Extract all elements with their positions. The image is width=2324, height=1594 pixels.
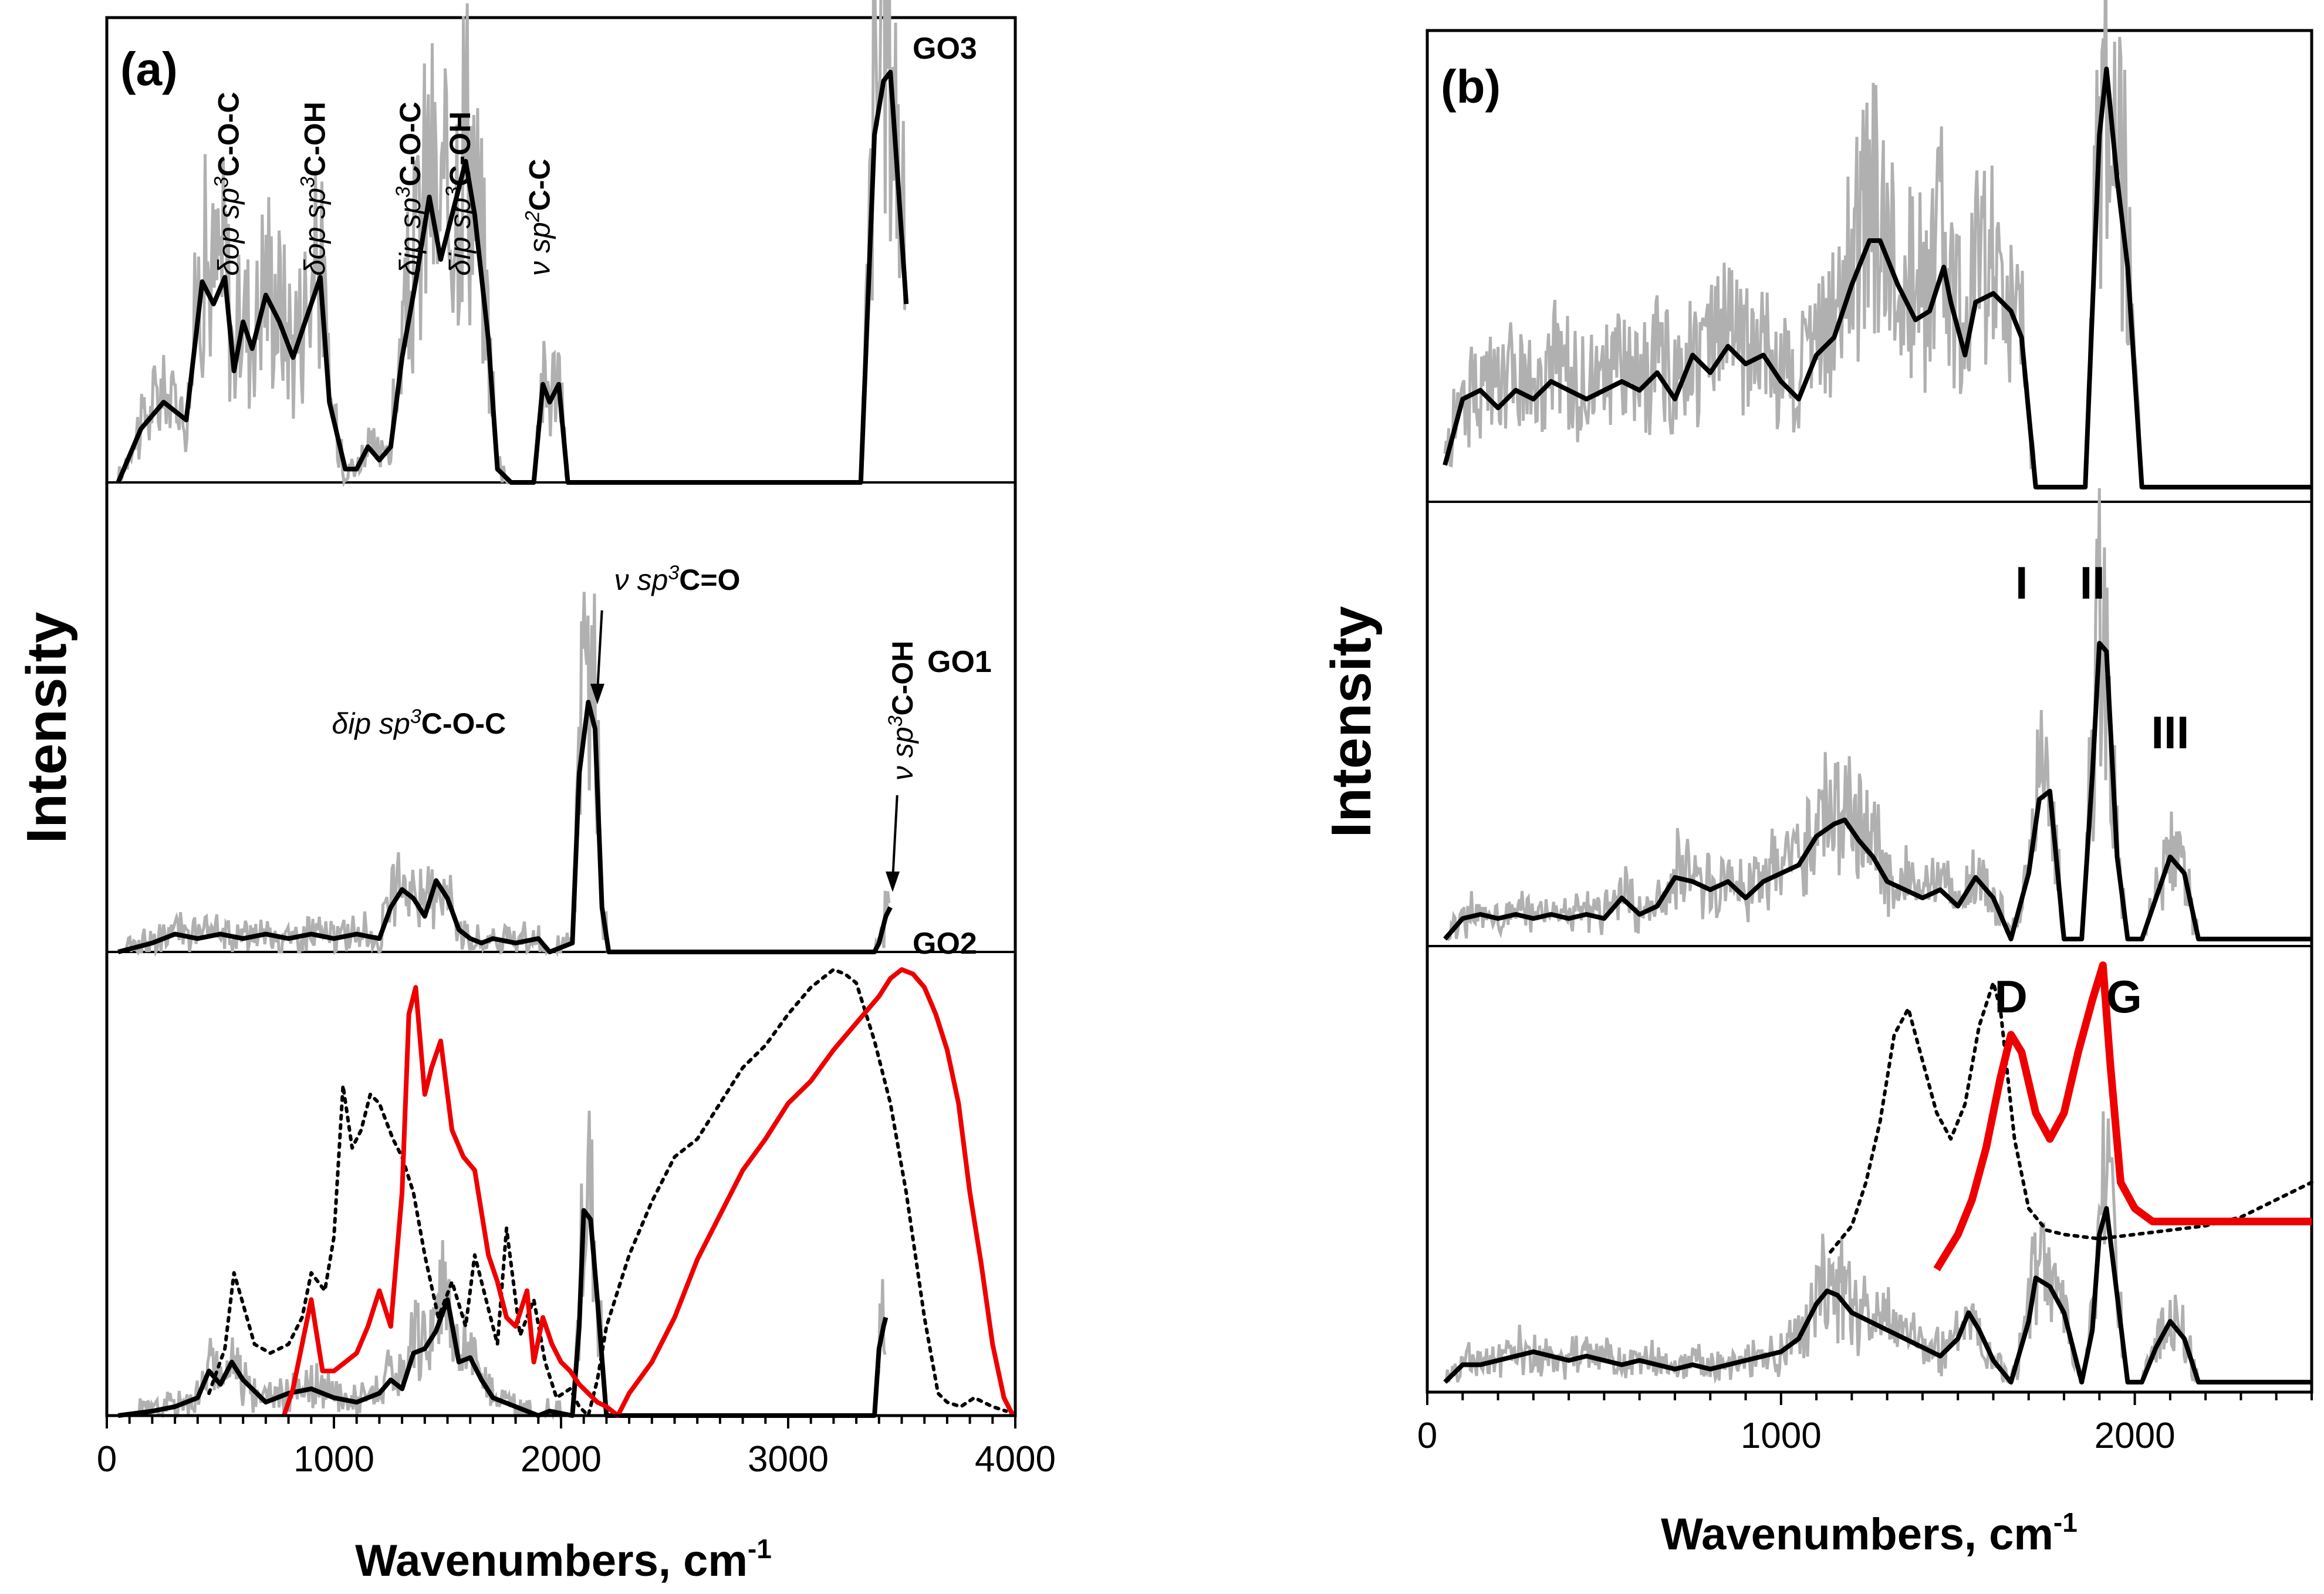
raw-trace-a-2 bbox=[117, 1110, 887, 1421]
x-tick-label-b-2000: 2000 bbox=[2095, 1416, 2176, 1456]
x-tick-label-a-2000: 2000 bbox=[521, 1439, 602, 1480]
raw-trace-b-0 bbox=[1443, 0, 2311, 489]
panel-a-go1-annotations: δip sp3C-O-C ν sp3C=O ν sp3C-OH bbox=[332, 562, 919, 892]
raw-trace-b-1 bbox=[1444, 488, 2311, 941]
series-line-a-3 bbox=[207, 968, 1008, 1417]
go1-annotation-0: δip sp3C-O-C bbox=[332, 705, 506, 740]
series-line-a-4 bbox=[282, 967, 1015, 1418]
series-line-b-1 bbox=[1443, 641, 2312, 941]
peak-label-d: D bbox=[1994, 971, 2027, 1022]
go1-arrow-2-head bbox=[886, 872, 900, 892]
series-line-a-2 bbox=[117, 1208, 889, 1418]
go1-arrow-2 bbox=[891, 795, 898, 881]
panel-a-x-axis-title: Wavenumbers, cm-1 bbox=[355, 1534, 772, 1586]
panel-a-band-annotations: δop sp3C-O-C δop sp3C-OH δip sp3C-O-C δip s… bbox=[210, 92, 556, 276]
go1-annotation-2: ν sp3C-OH bbox=[884, 641, 919, 781]
panel-b-x-axis: 0 1000 2000 bbox=[1417, 1390, 2313, 1456]
series-line-b-4 bbox=[1933, 961, 2312, 1271]
go1-arrow-1 bbox=[596, 610, 603, 693]
series-line-a-1 bbox=[117, 700, 893, 954]
peak-label-ii: II bbox=[2080, 557, 2105, 609]
raw-trace-a-1 bbox=[117, 592, 891, 958]
x-tick-label-b-1000: 1000 bbox=[1741, 1416, 1822, 1456]
panel-b-y-axis-title: Intensity bbox=[1320, 606, 1383, 838]
x-tick-label-a-0: 0 bbox=[97, 1439, 117, 1480]
panel-b-label: (b) bbox=[1441, 60, 1501, 113]
panel-a-x-axis: 0 1000 2000 3000 4000 bbox=[97, 1414, 1056, 1480]
series-line-b-3 bbox=[1829, 981, 2313, 1254]
panel-b-raw-traces bbox=[1443, 0, 2311, 1386]
series-line-a-0 bbox=[116, 69, 909, 485]
raw-trace-b-2 bbox=[1444, 1111, 2311, 1386]
peak-label-i: I bbox=[2015, 557, 2028, 609]
go1-arrow-1-head bbox=[590, 684, 604, 704]
peak-label-g: G bbox=[2106, 971, 2142, 1022]
series-line-b-2 bbox=[1443, 1206, 2312, 1384]
panel-a-y-axis-title: Intensity bbox=[15, 612, 78, 844]
panel-b-series bbox=[1443, 66, 2313, 1384]
trace-label-go3: GO3 bbox=[913, 32, 977, 66]
panel-a-series bbox=[116, 69, 1015, 1418]
trace-label-go2: GO2 bbox=[913, 927, 977, 961]
band-annotation-1: δop sp3C-OH bbox=[297, 102, 332, 276]
x-tick-label-a-4000: 4000 bbox=[975, 1439, 1056, 1480]
band-annotation-0: δop sp3C-O-C bbox=[210, 92, 245, 276]
panel-b-x-axis-title: Wavenumbers, cm-1 bbox=[1661, 1507, 2078, 1559]
trace-label-go1: GO1 bbox=[927, 645, 992, 679]
band-annotation-4: ν sp2C-C bbox=[522, 159, 556, 276]
band-annotation-3: δip sp3C-OH bbox=[442, 112, 477, 276]
go1-annotation-1: ν sp3C=O bbox=[614, 562, 741, 596]
panel-a-label: (a) bbox=[120, 43, 178, 95]
peak-label-iii: III bbox=[2151, 707, 2189, 758]
x-tick-label-b-0: 0 bbox=[1417, 1416, 1437, 1456]
band-annotation-2: δip sp3C-O-C bbox=[392, 102, 427, 276]
x-tick-label-a-3000: 3000 bbox=[748, 1439, 829, 1480]
x-tick-label-a-1000: 1000 bbox=[293, 1439, 374, 1480]
series-line-b-0 bbox=[1443, 66, 2312, 489]
